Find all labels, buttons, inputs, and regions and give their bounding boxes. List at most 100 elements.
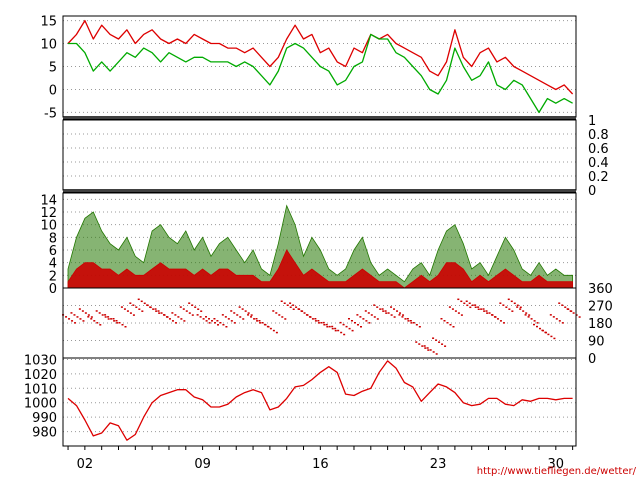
direction-point	[477, 306, 480, 308]
direction-point	[188, 302, 191, 304]
y-tick-label: 0	[49, 282, 57, 297]
direction-point	[93, 320, 96, 322]
direction-point	[424, 347, 427, 349]
direction-point	[317, 322, 320, 324]
y-tick-label: 0.8	[588, 128, 609, 143]
direction-point	[263, 323, 266, 326]
source-url[interactable]: http://www.tiefliegen.de/wetter/	[477, 466, 637, 477]
direction-point	[356, 314, 359, 316]
direction-point	[482, 308, 485, 310]
direction-point	[171, 312, 174, 314]
direction-point	[222, 324, 225, 326]
direction-point	[549, 314, 552, 316]
direction-point	[283, 302, 286, 304]
direction-point	[353, 322, 356, 324]
y-tick-label: 12	[40, 206, 57, 221]
direction-point	[194, 306, 197, 308]
direction-point	[174, 322, 177, 324]
direction-point	[99, 324, 102, 326]
x-tick-label: 09	[194, 457, 211, 472]
direction-point	[107, 318, 110, 320]
direction-point	[227, 318, 230, 320]
y-tick-label: 8	[49, 231, 57, 246]
direction-point	[365, 320, 368, 322]
direction-point	[350, 320, 353, 322]
temperature-panel: 15 10 5 0 -5	[40, 15, 577, 121]
direction-point	[438, 341, 441, 343]
direction-point	[399, 312, 402, 314]
x-tick-label: 23	[430, 457, 447, 472]
direction-point	[429, 349, 432, 351]
direction-point	[211, 320, 214, 322]
direction-point	[435, 353, 438, 355]
direction-point	[418, 326, 421, 328]
direction-point	[398, 314, 401, 316]
direction-point	[96, 322, 99, 324]
direction-point	[73, 314, 76, 316]
direction-point	[233, 322, 236, 324]
direction-point	[104, 314, 107, 316]
direction-point	[466, 304, 469, 307]
direction-point	[196, 314, 199, 316]
direction-point	[261, 322, 264, 324]
direction-point	[415, 324, 418, 326]
direction-point	[334, 329, 337, 332]
direction-point	[463, 302, 466, 305]
direction-point	[71, 320, 74, 322]
direction-point	[275, 331, 278, 334]
direction-point	[297, 308, 300, 310]
direction-point	[124, 326, 127, 328]
direction-point	[280, 300, 283, 302]
panel-frame	[62, 119, 577, 191]
direction-point	[314, 318, 317, 320]
direction-point	[205, 320, 208, 322]
direction-point	[121, 324, 124, 326]
direction-point	[238, 306, 241, 308]
direction-point	[255, 318, 258, 320]
direction-point	[368, 322, 371, 324]
direction-point	[165, 316, 168, 318]
direction-point	[451, 308, 454, 310]
direction-point	[423, 345, 426, 347]
direction-point	[384, 310, 387, 312]
direction-point	[295, 306, 298, 308]
direction-point	[483, 310, 486, 312]
direction-point	[474, 306, 477, 308]
direction-point	[101, 314, 104, 316]
direction-point	[185, 310, 188, 312]
direction-point	[216, 320, 219, 322]
direction-point	[488, 312, 491, 314]
direction-point	[379, 308, 382, 310]
direction-point	[393, 308, 396, 310]
direction-point	[347, 318, 350, 320]
direction-point	[342, 323, 345, 326]
direction-point	[224, 316, 227, 318]
direction-point	[558, 320, 561, 322]
direction-point	[356, 324, 359, 326]
direction-point	[138, 308, 141, 310]
direction-point	[536, 322, 539, 324]
direction-point	[396, 310, 399, 312]
direction-point	[348, 327, 351, 330]
direction-point	[322, 321, 325, 324]
direction-point	[98, 312, 101, 314]
mean-wind-area	[67, 249, 574, 289]
direction-point	[528, 314, 531, 316]
direction-point	[535, 325, 538, 328]
direction-point	[402, 314, 405, 316]
direction-point	[82, 320, 85, 322]
y-tick-label: 0	[49, 83, 57, 98]
direction-point	[132, 314, 135, 316]
direction-point	[412, 322, 415, 324]
direction-point	[188, 312, 191, 314]
direction-point	[449, 324, 452, 326]
direction-point	[390, 314, 393, 316]
direction-point	[404, 318, 407, 320]
direction-point	[140, 300, 143, 303]
direction-point	[468, 302, 471, 304]
direction-point	[281, 316, 284, 318]
direction-point	[362, 318, 365, 320]
y-tick-label: 0.2	[588, 170, 609, 185]
